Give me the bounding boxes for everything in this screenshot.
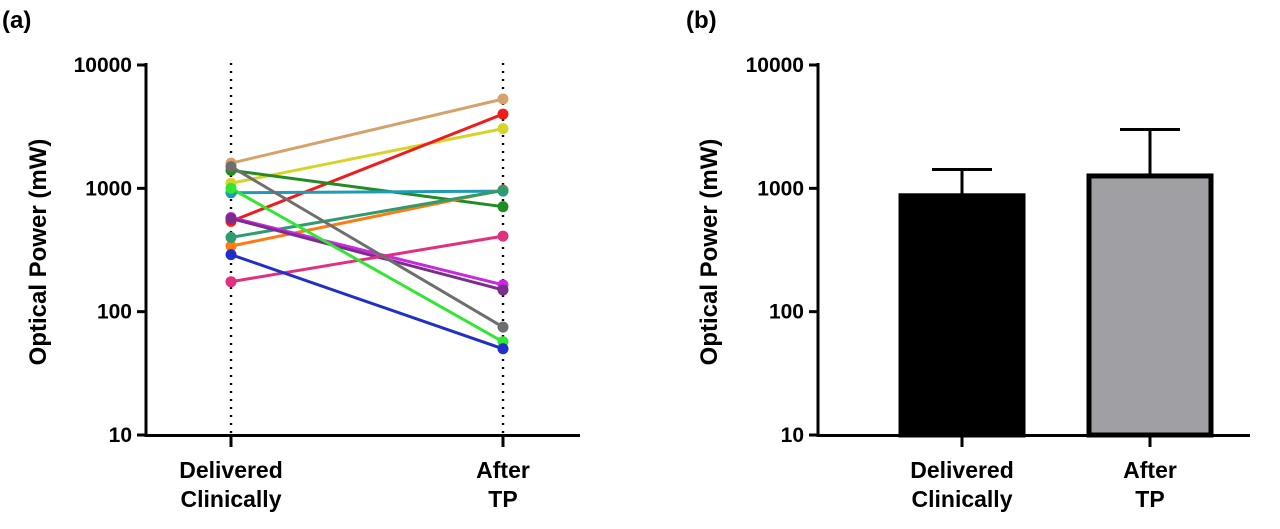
- series-11-point-1: [225, 161, 237, 173]
- panel-a-y-axis-label: Optical Power (mW): [25, 139, 52, 366]
- panel-b-x-ticks: Delivered Clinically After TP: [910, 435, 1177, 512]
- x-tick-label-delivered-clinically: Delivered Clinically: [179, 457, 283, 512]
- series-3-point-2: [497, 108, 509, 120]
- y-tick-label: 1000: [757, 177, 804, 200]
- x-tick-label-delivered-clinically: Delivered Clinically: [910, 457, 1014, 512]
- x-tick-label-line: TP: [1135, 486, 1164, 512]
- x-tick-label-line: After: [476, 457, 530, 483]
- series-7-point-1: [225, 231, 237, 243]
- x-tick-label-line: Clinically: [912, 486, 1013, 512]
- panel-b-y-axis-label: Optical Power (mW): [696, 139, 723, 366]
- y-tick-label: 10000: [74, 54, 132, 77]
- x-tick-label-after-tp: After TP: [1123, 457, 1177, 512]
- series-8-line: [230, 216, 504, 287]
- bar-after-tp: [1086, 173, 1214, 438]
- y-tick-label: 100: [97, 301, 132, 324]
- panel-a-series: [225, 93, 509, 355]
- panel-b-bars: [898, 127, 1214, 438]
- series-4-line: [230, 168, 504, 209]
- panel-b: (b) Optical Power (mW) 10 100 1000 10000 De…: [686, 7, 1250, 512]
- series-9-point-2: [497, 284, 509, 296]
- series-13-point-1: [225, 249, 237, 261]
- panel-b-label: (b): [686, 7, 717, 34]
- y-tick-label: 10: [781, 424, 804, 447]
- series-11-line: [230, 165, 504, 329]
- panel-a-axes: [144, 63, 580, 437]
- series-13-line: [230, 253, 504, 351]
- y-tick-label: 1000: [85, 177, 132, 200]
- series-4-point-2: [497, 201, 509, 213]
- x-tick-label-after-tp: After TP: [476, 457, 530, 512]
- series-2-line: [230, 127, 504, 185]
- series-13-point-2: [497, 343, 509, 355]
- y-tick-label: 10000: [746, 54, 804, 77]
- series-10-line: [230, 234, 504, 284]
- series-6-point-1: [225, 240, 237, 252]
- panel-b-y-ticks: 10 100 1000 10000: [746, 54, 818, 447]
- panel-a-x-ticks: Delivered Clinically After TP: [179, 435, 530, 512]
- series-10-point-1: [225, 276, 237, 288]
- x-tick-label-line: After: [1123, 457, 1177, 483]
- panel-a-label: (a): [2, 7, 31, 34]
- series-12-line: [230, 187, 504, 344]
- x-tick-label-line: Delivered: [179, 457, 283, 483]
- series-10-point-2: [497, 230, 509, 242]
- series-9-point-1: [225, 212, 237, 224]
- series-12-point-1: [225, 182, 237, 194]
- y-tick-label: 10: [109, 424, 132, 447]
- series-3-line: [230, 112, 504, 223]
- x-tick-label-line: Delivered: [910, 457, 1014, 483]
- series-1-line: [230, 97, 504, 165]
- bar-delivered-clinically: [898, 193, 1026, 438]
- category-guides: [229, 63, 505, 435]
- series-7-point-2: [497, 185, 509, 197]
- series-9-line: [230, 216, 504, 292]
- series-2-point-2: [497, 123, 509, 135]
- panel-a-y-ticks: 10 100 1000 10000: [74, 54, 146, 447]
- series-1-point-2: [497, 93, 509, 105]
- panel-a: (a) Optical Power (mW) 10 100 1000 10000 De…: [2, 7, 580, 512]
- y-tick-label: 100: [769, 301, 804, 324]
- panel-b-axes: [816, 63, 1250, 437]
- series-11-point-2: [497, 321, 509, 333]
- x-tick-label-line: TP: [488, 486, 517, 512]
- x-tick-label-line: Clinically: [181, 486, 282, 512]
